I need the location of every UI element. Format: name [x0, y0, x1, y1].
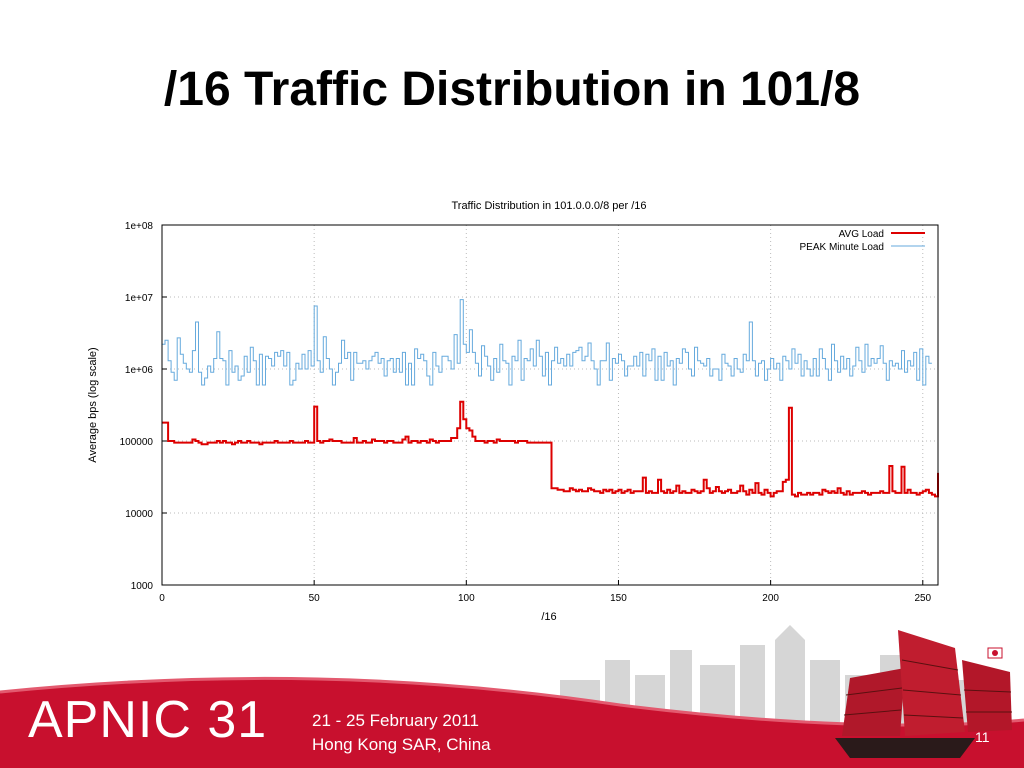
grid: [162, 225, 938, 585]
ticks: 0 50 100 150 200 250 1000 10000 100000 1e+06 1e+07…: [120, 221, 932, 604]
legend: AVG Load PEAK Minute Load: [800, 229, 925, 253]
page-number: 11: [975, 729, 990, 745]
legend-label: AVG Load: [839, 229, 884, 240]
slide-title: /16 Traffic Distribution in 101/8: [163, 63, 861, 116]
series-layer: [162, 299, 939, 498]
y-tick-label: 1e+08: [125, 221, 154, 232]
plot-background: [162, 225, 938, 585]
plot-frame: [161, 224, 939, 586]
x-tick-label: 250: [914, 593, 931, 604]
footer-banner: [0, 620, 1024, 768]
series-line-avg-load: [162, 400, 939, 498]
series-line-peak-minute-load: [162, 299, 932, 386]
x-tick-label: 100: [458, 593, 475, 604]
y-tick-label: 10000: [125, 509, 153, 520]
event-location: Hong Kong SAR, China: [312, 735, 491, 754]
legend-label: PEAK Minute Load: [800, 242, 885, 253]
chart-title: Traffic Distribution in 101.0.0.0/8 per …: [451, 200, 646, 212]
footer-graphic: [0, 625, 1024, 768]
y-tick-label: 1000: [131, 581, 154, 592]
x-axis-label: /16: [541, 611, 556, 620]
y-tick-label: 100000: [120, 437, 154, 448]
y-axis-label: Average bps (log scale): [87, 347, 99, 462]
event-dates: 21 - 25 February 2011: [312, 711, 479, 730]
junk-boat-graphic: [835, 630, 1012, 758]
y-tick-label: 1e+07: [125, 293, 154, 304]
x-tick-label: 150: [610, 593, 627, 604]
banner-highlight: [0, 676, 1024, 727]
banner-red: [0, 678, 1024, 768]
y-tick-label: 1e+06: [125, 365, 154, 376]
x-tick-label: 200: [762, 593, 779, 604]
traffic-distribution-chart: 0 50 100 150 200 250 1000 10000 100000 1e+06 1e+07…: [87, 200, 939, 620]
x-tick-label: 0: [159, 593, 165, 604]
apnic-logo: APNIC 31: [28, 691, 268, 749]
x-tick-label: 50: [309, 593, 321, 604]
